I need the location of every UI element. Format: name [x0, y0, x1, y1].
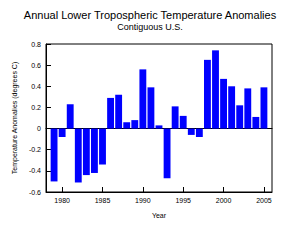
svg-text:1995: 1995: [175, 197, 191, 204]
svg-text:Contiguous U.S.: Contiguous U.S.: [117, 22, 183, 32]
svg-text:1985: 1985: [95, 197, 111, 204]
svg-text:Annual Lower Tropospheric Temp: Annual Lower Tropospheric Temperature An…: [24, 9, 277, 21]
svg-text:0.2: 0.2: [31, 104, 41, 111]
svg-text:-0.2: -0.2: [29, 146, 41, 153]
svg-text:0: 0: [37, 125, 41, 132]
svg-text:0.4: 0.4: [31, 83, 41, 90]
svg-text:0.8: 0.8: [31, 41, 41, 48]
svg-text:2000: 2000: [216, 197, 232, 204]
svg-text:2005: 2005: [256, 197, 272, 204]
svg-text:1980: 1980: [54, 197, 70, 204]
svg-text:-0.6: -0.6: [29, 189, 41, 196]
svg-text:-0.4: -0.4: [29, 167, 41, 174]
svg-text:1990: 1990: [135, 197, 151, 204]
svg-text:Temperature Anomalies (degrees: Temperature Anomalies (degrees C): [11, 62, 19, 174]
svg-text:Year: Year: [152, 212, 167, 219]
svg-text:0.6: 0.6: [31, 62, 41, 69]
